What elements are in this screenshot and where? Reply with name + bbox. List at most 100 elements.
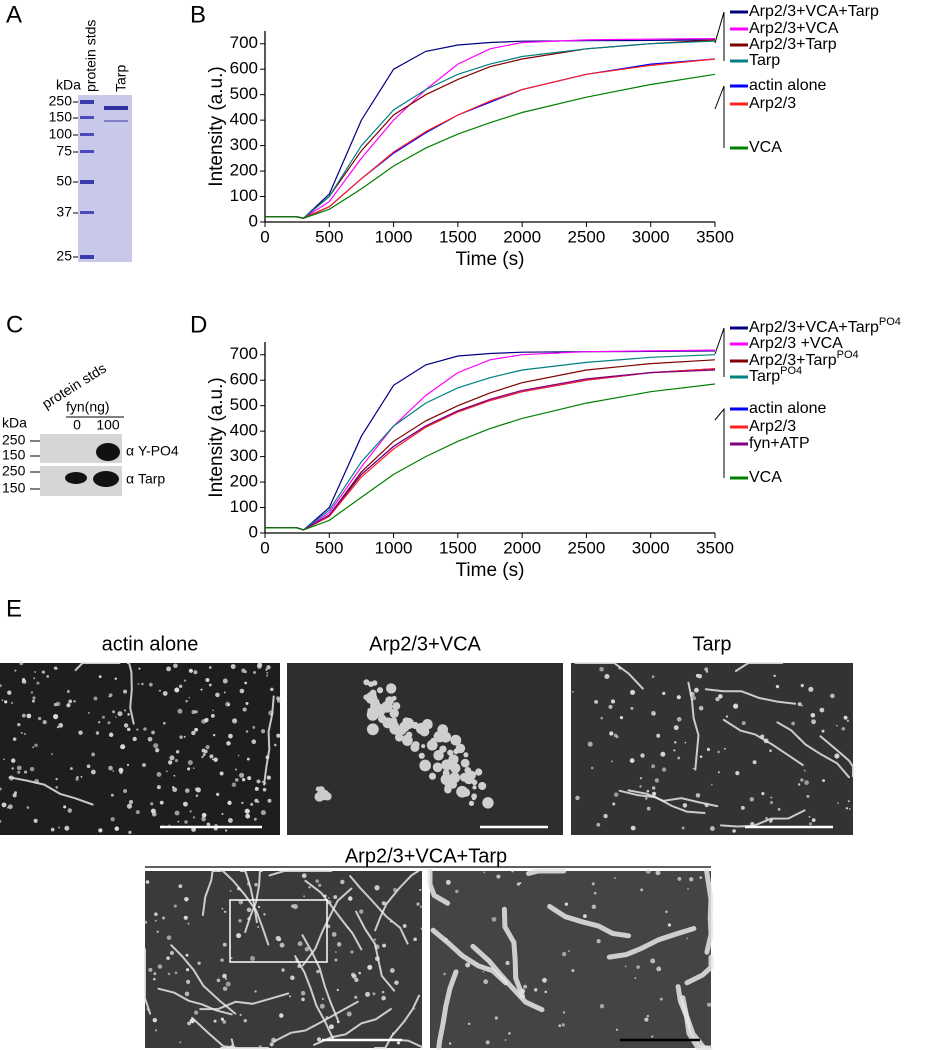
em-speck <box>261 780 264 783</box>
em-speck <box>695 793 701 798</box>
em-speck <box>334 951 337 953</box>
legend-label: Arp2/3 +VCA <box>749 335 843 352</box>
em-speck <box>175 750 180 754</box>
em-speck <box>661 767 667 772</box>
legend-superscript: PO4 <box>879 316 901 328</box>
em-speck <box>42 720 47 725</box>
em-speck <box>449 1042 452 1045</box>
em-speck <box>211 758 214 761</box>
em-speck <box>206 822 211 827</box>
em-speck <box>351 973 357 979</box>
em-speck <box>154 919 157 922</box>
em-filament <box>244 870 263 933</box>
em-filament <box>436 969 459 1050</box>
em-speck <box>112 770 115 772</box>
em-speck <box>202 753 206 757</box>
em-filament <box>301 934 339 1022</box>
em-speck <box>571 969 575 973</box>
em-speck <box>185 953 189 957</box>
series-line <box>265 58 716 219</box>
em-speck <box>651 710 656 716</box>
em-speck <box>689 877 694 882</box>
em-speck <box>75 777 79 781</box>
em-speck <box>845 807 848 810</box>
em-cluster <box>464 766 472 774</box>
em-speck <box>333 895 338 900</box>
em-speck <box>123 723 129 728</box>
y-axis-title: Intensity (a.u.) <box>206 377 227 497</box>
em-cluster <box>459 772 469 782</box>
em-speck <box>651 791 657 796</box>
em-speck <box>542 977 547 983</box>
lane-label: protein stds <box>83 20 99 92</box>
em-speck <box>483 979 489 985</box>
em-cluster <box>433 750 444 761</box>
em-filament <box>221 870 270 946</box>
legend-bracket <box>714 327 725 377</box>
em-filament <box>704 868 714 955</box>
em-speck <box>769 820 772 824</box>
em-speck <box>328 1024 334 1030</box>
em-title: Arp2/3+VCA+Tarp <box>345 845 507 867</box>
y-tick-label: 700 <box>230 33 258 52</box>
em-cluster <box>376 687 384 694</box>
em-speck <box>327 897 330 899</box>
em-speck <box>197 961 201 965</box>
blot-band <box>65 472 87 484</box>
em-speck <box>804 780 809 785</box>
em-speck <box>250 956 255 961</box>
em-speck <box>350 950 354 954</box>
em-speck <box>394 980 399 985</box>
y-tick-label: 100 <box>230 497 258 516</box>
em-speck <box>575 795 580 801</box>
em-speck <box>610 760 613 763</box>
em-cluster <box>460 758 470 768</box>
em-speck <box>533 988 538 992</box>
em-cluster <box>427 723 433 729</box>
em-speck <box>732 829 736 833</box>
em-speck <box>265 668 268 671</box>
em-speck <box>261 729 266 734</box>
em-cluster <box>445 759 453 767</box>
em-cluster <box>474 768 483 776</box>
em-speck <box>201 812 207 818</box>
group-label: fyn(ng) <box>66 399 110 415</box>
em-speck <box>265 674 269 677</box>
em-speck <box>651 675 655 679</box>
x-axis-title: Time (s) <box>456 560 525 581</box>
em-speck <box>166 956 170 960</box>
em-speck <box>254 990 257 993</box>
em-speck <box>848 808 851 810</box>
em-speck <box>29 766 35 772</box>
em-speck <box>801 704 803 707</box>
em-speck <box>640 753 645 758</box>
em-speck <box>650 958 656 964</box>
legend-label: TarpPO4 <box>749 365 802 385</box>
y-tick-label: 600 <box>230 370 258 389</box>
em-speck <box>811 719 816 725</box>
em-filament <box>547 904 632 939</box>
em-speck <box>717 750 720 754</box>
marker-label: 75 <box>56 143 72 159</box>
em-speck <box>239 772 245 778</box>
x-tick-label: 1000 <box>375 227 413 246</box>
lane-label: 100 <box>96 417 120 433</box>
em-speck <box>238 899 244 905</box>
em-speck <box>227 800 232 806</box>
em-speck <box>153 743 159 749</box>
em-speck <box>41 670 46 674</box>
em-speck <box>402 924 407 928</box>
em-speck <box>254 786 259 791</box>
panel-label: E <box>6 595 22 622</box>
em-speck <box>612 802 616 806</box>
y-tick-label: 200 <box>230 161 258 180</box>
em-speck <box>224 910 227 913</box>
em-speck <box>108 765 113 771</box>
em-speck <box>123 789 128 793</box>
em-speck <box>126 803 133 809</box>
em-speck <box>157 964 163 969</box>
em-speck <box>717 771 720 774</box>
em-speck <box>33 818 38 823</box>
em-speck <box>777 807 781 811</box>
em-speck <box>183 735 186 738</box>
